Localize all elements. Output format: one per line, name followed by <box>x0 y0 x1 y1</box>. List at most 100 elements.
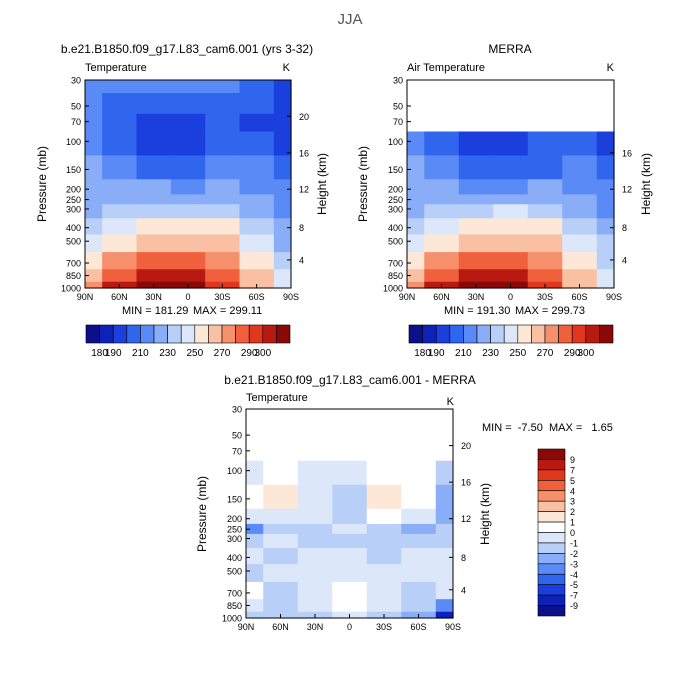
colorbar-tick-label: 270 <box>214 348 231 359</box>
panel-merra-min-label: MIN = 191.30 <box>444 305 510 317</box>
colorbar-swatch <box>537 448 566 460</box>
heatmap-cell <box>246 547 264 565</box>
x-tick-label: 30S <box>214 292 230 302</box>
heatmap-cell <box>239 179 275 195</box>
heatmap-cell <box>401 564 437 583</box>
colorbar-swatch <box>599 324 614 344</box>
heatmap-cell <box>493 269 529 283</box>
y-tick-label: 300 <box>227 534 242 544</box>
heatmap-cell <box>366 581 402 600</box>
heatmap-cell <box>263 523 299 535</box>
heatmap-cell <box>596 269 615 283</box>
heatmap-cell <box>596 179 615 195</box>
x-tick-label: 30S <box>376 622 392 632</box>
panel-merra-units: K <box>607 62 615 74</box>
height-tick-label: 12 <box>299 185 309 195</box>
colorbar-tick-label: 0 <box>570 528 575 538</box>
colorbar-swatch <box>180 324 196 344</box>
heatmap-cell <box>596 234 615 253</box>
heatmap-cell <box>273 204 292 219</box>
x-tick-label: 60N <box>111 292 128 302</box>
colorbar-tick-label: 4 <box>570 486 575 496</box>
heatmap-cell <box>273 269 292 283</box>
heatmap-cell <box>263 547 299 565</box>
heatmap-cell <box>435 581 454 600</box>
colorbar-swatch <box>537 469 566 481</box>
height-tick-label: 8 <box>461 553 466 563</box>
panel-merra: MERRA Air Temperature K 3050701001502002… <box>356 42 653 359</box>
colorbar-swatch <box>85 324 100 344</box>
heatmap-cell <box>458 234 494 253</box>
heatmap-cell <box>297 581 333 600</box>
heatmap-cell <box>170 204 206 219</box>
panel-difference: b.e21.B1850.f09_g17.L83_cam6.001 - MERRA… <box>195 373 613 632</box>
height-tick-label: 12 <box>461 514 471 524</box>
heatmap-cell <box>562 155 598 180</box>
colorbar-swatch <box>235 324 250 344</box>
panel-model-units: K <box>283 62 291 74</box>
heatmap-cell <box>170 80 206 94</box>
heatmap-cell <box>239 234 275 253</box>
y-tick-label: 400 <box>388 223 403 233</box>
heatmap-cell <box>407 281 425 289</box>
heatmap-cell <box>297 523 333 535</box>
heatmap-cell <box>85 131 103 156</box>
heatmap-cell <box>170 93 206 115</box>
colorbar-swatch <box>537 459 566 471</box>
height-tick-label: 4 <box>622 255 627 265</box>
heatmap-cell <box>458 218 494 236</box>
y-tick-label: 1000 <box>383 284 403 294</box>
y-tick-label: 200 <box>66 185 81 195</box>
colorbar-tick-label: 290 <box>241 348 258 359</box>
heatmap-cell <box>273 93 292 115</box>
heatmap-cell <box>435 484 454 510</box>
heatmap-cell <box>435 460 454 486</box>
panel-merra-subtitle: Air Temperature <box>407 62 485 74</box>
heatmap-cell <box>527 252 563 270</box>
plot-frame <box>406 79 615 289</box>
heatmap-cell <box>85 218 103 236</box>
panel-model-subtitle: Temperature <box>85 62 147 74</box>
heatmap-cell <box>527 131 563 156</box>
colorbar-swatch <box>537 542 566 554</box>
colorbar-swatch <box>112 324 128 344</box>
heatmap-cell <box>332 484 368 510</box>
heatmap-cell <box>435 508 454 525</box>
colorbar-swatch <box>153 324 168 344</box>
heatmap-cell <box>136 179 172 195</box>
heatmap-cell <box>205 179 241 195</box>
heatmap-cell <box>205 269 241 283</box>
heatmap-cell <box>246 611 264 619</box>
panel-merra-title: MERRA <box>488 42 531 56</box>
heatmap-cell <box>136 218 172 236</box>
y-tick-label: 850 <box>66 271 81 281</box>
heatmap-cell <box>273 131 292 156</box>
y-tick-label: 100 <box>227 466 242 476</box>
heatmap-cell <box>136 194 172 205</box>
heatmap-cell <box>246 533 264 549</box>
panel-model: b.e21.B1850.f09_g17.L83_cam6.001 (yrs 3-… <box>35 42 329 359</box>
panel-model-max-label: MAX = 299.11 <box>193 305 262 317</box>
height-tick-label: 8 <box>299 223 304 233</box>
heatmap-cell <box>297 508 333 525</box>
heatmap-cell <box>239 204 275 219</box>
y-tick-label: 1000 <box>222 614 242 624</box>
x-tick-label: 60S <box>410 622 426 632</box>
heatmap-cell <box>170 155 206 180</box>
colorbar-tick-label: 180 <box>414 348 431 359</box>
heatmap-cell <box>493 194 529 205</box>
heatmap-cell <box>596 218 615 236</box>
heatmap-cell <box>246 460 264 486</box>
heatmap-cell <box>205 80 241 94</box>
height-tick-label: 4 <box>299 255 304 265</box>
heatmap-cell <box>273 281 292 289</box>
y-tick-label: 700 <box>388 259 403 269</box>
heatmap-cell <box>246 599 264 613</box>
x-tick-label: 60N <box>272 622 289 632</box>
heatmap-cell <box>424 218 460 236</box>
colorbar-tick-label: 190 <box>428 348 445 359</box>
heatmap-cell <box>297 564 333 583</box>
